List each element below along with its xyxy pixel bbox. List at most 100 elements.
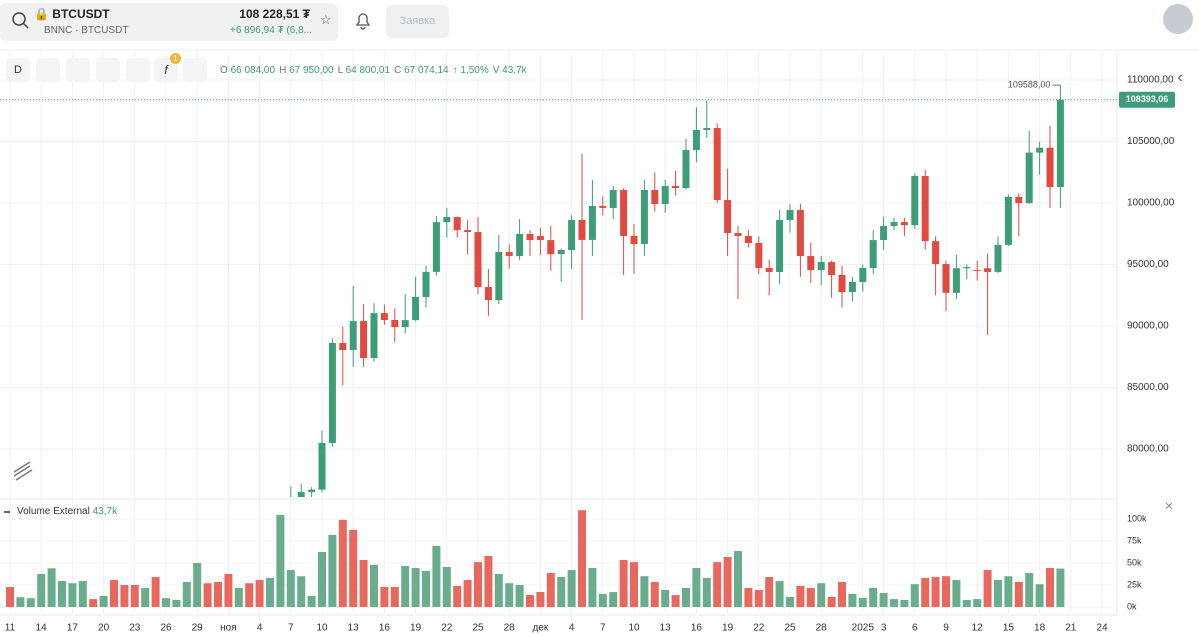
candle-body [952, 268, 960, 293]
volume-bar [1014, 582, 1023, 607]
volume-bar [1025, 573, 1034, 607]
candle-body [672, 186, 680, 189]
y-tick-label: 75k [1127, 535, 1142, 545]
close-pane-icon[interactable]: × [1165, 498, 1173, 514]
volume-bar [962, 599, 971, 607]
toolbar-button[interactable] [36, 58, 60, 82]
volume-bar [463, 579, 472, 607]
x-tick-label: 15 [1003, 623, 1015, 634]
volume-bar [1046, 568, 1054, 607]
candle-body [932, 241, 940, 265]
volume-bar [557, 577, 566, 607]
candle-body [859, 267, 867, 283]
volume-bar [598, 593, 607, 607]
y-tick-label: 80000,00 [1127, 444, 1169, 455]
candle-body [1004, 196, 1012, 245]
search-icon[interactable] [11, 11, 31, 31]
candle-body [1036, 147, 1044, 153]
volume-bar [349, 530, 358, 607]
volume-legend-name: Volume External [17, 506, 90, 517]
volume-bar [99, 595, 108, 607]
volume-bar [78, 581, 87, 607]
toolbar-button[interactable] [126, 58, 150, 82]
volume-bar [6, 587, 14, 607]
volume-bar [26, 598, 35, 607]
x-tick-label: 28 [816, 623, 828, 634]
volume-legend-value: 43,7k [92, 506, 118, 517]
candle-body [755, 243, 763, 268]
candle-body [724, 200, 732, 234]
candle-body [318, 443, 326, 490]
ohlc-value: 66 084,00 [230, 65, 276, 76]
volume-bar [151, 577, 160, 607]
volume-bar [713, 562, 722, 607]
volume-bar [276, 515, 285, 607]
volume-bar [671, 595, 680, 607]
volume-bar [162, 598, 170, 607]
candle-body [880, 226, 888, 241]
volume-bar [307, 595, 316, 607]
candle-body [536, 236, 544, 241]
alert-bell[interactable] [353, 11, 373, 31]
candle-body [453, 217, 461, 231]
volume-bar [245, 583, 254, 607]
x-tick-label: 20 [98, 623, 110, 634]
drawing-tools-icon[interactable] [13, 461, 33, 481]
toolbar-button[interactable] [66, 58, 90, 82]
candle-body [609, 190, 617, 208]
candle-body [1015, 196, 1023, 204]
toolbar-button[interactable] [96, 58, 120, 82]
candle-body [443, 217, 451, 223]
x-tick-label: 4 [569, 623, 575, 634]
candle-body [432, 222, 440, 272]
collapse-icon[interactable]: ‹ [1177, 69, 1182, 86]
volume-bar [380, 587, 389, 607]
candle-body [1046, 147, 1054, 188]
high-annotation: 109588,00 [1008, 79, 1051, 89]
x-tick-label: 17 [67, 623, 79, 634]
candle-body [526, 234, 534, 241]
candle-body [401, 320, 409, 328]
order-button[interactable]: Заявка [386, 5, 449, 38]
volume-bar [370, 565, 378, 607]
last-price-label: 108393,06 [1126, 94, 1169, 104]
volume-bar [661, 590, 670, 607]
candle-body [796, 210, 804, 257]
x-tick-label: ноя [220, 623, 237, 634]
volume-bar [390, 587, 399, 607]
candle-body [890, 222, 898, 227]
volume-bar [702, 577, 711, 607]
x-tick-label: 2025 [852, 623, 875, 634]
symbol-box[interactable] [0, 3, 338, 41]
ohlc-value: 1,50% [460, 65, 489, 76]
symbol: 🔒 BTCUSDT [34, 7, 110, 21]
volume-bar [474, 562, 482, 607]
x-tick-label: 13 [660, 623, 672, 634]
ohlc-value: 67 950,00 [289, 65, 334, 76]
volume-bar [931, 577, 940, 607]
x-tick-label: 13 [348, 623, 360, 634]
volume-bar [796, 585, 805, 607]
x-tick-label: 19 [410, 623, 422, 634]
favorite-star[interactable]: ☆ [320, 12, 332, 27]
x-tick-label: 25 [472, 623, 484, 634]
volume-bar [609, 592, 618, 607]
volume-bar [411, 568, 420, 607]
avatar[interactable] [1163, 4, 1193, 34]
x-tick-label: 7 [600, 623, 606, 634]
volume-bar [328, 534, 337, 607]
volume-bar [640, 576, 649, 607]
volume-bar [37, 574, 46, 607]
candle-body [651, 190, 659, 205]
volume-bar [266, 577, 274, 607]
candle-body [817, 262, 825, 271]
settings-button[interactable] [183, 58, 207, 82]
volume-bar [318, 552, 326, 607]
candle-body [328, 343, 336, 444]
candle-body [516, 234, 524, 257]
interval-button[interactable]: D [6, 58, 30, 82]
x-tick-label: 10 [316, 623, 328, 634]
volume-bar [130, 584, 139, 607]
candle-body [786, 210, 794, 221]
x-tick-label: 26 [160, 623, 172, 634]
